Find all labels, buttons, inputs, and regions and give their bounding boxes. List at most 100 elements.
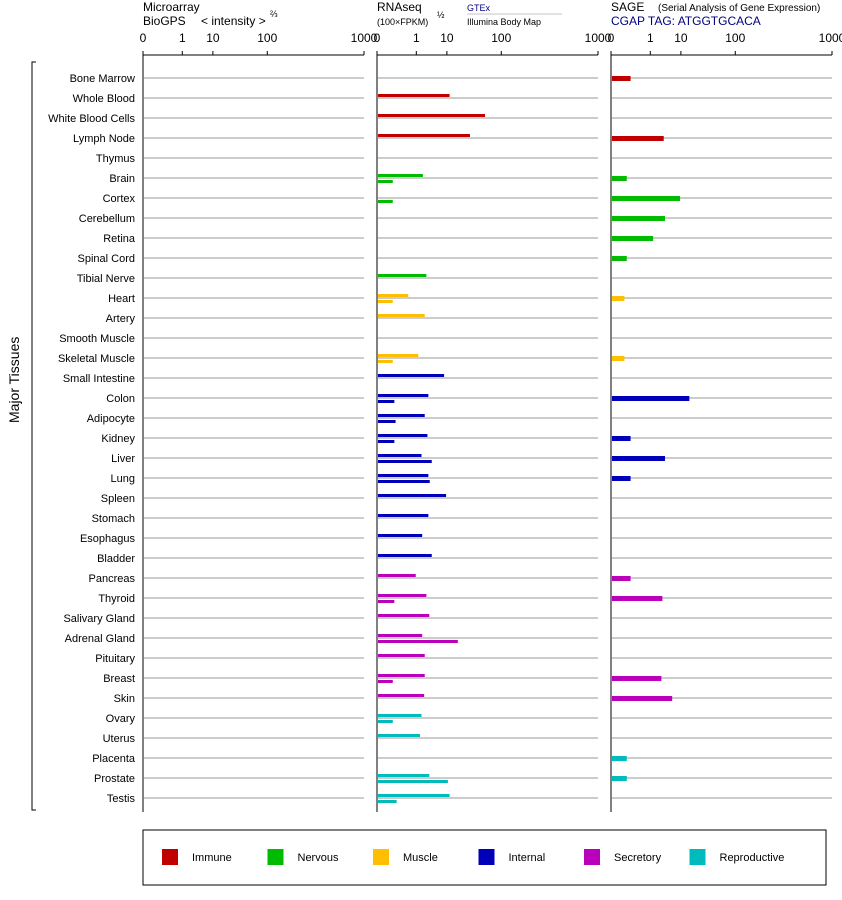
tissue-label: Spleen [101,493,135,505]
bar-rnaseq [378,674,425,677]
tissue-label: Adipocyte [87,413,135,425]
microarray-tick-label: 10 [206,31,220,45]
bar-rnaseq [378,94,450,97]
tissue-label: Brain [109,173,135,185]
legend-swatch-reproductive [689,849,706,865]
bar-rnaseq [378,454,422,457]
tissue-label: Whole Blood [73,93,135,105]
bar-rnaseq [378,394,429,397]
bar-sage [612,196,681,201]
tissue-label: Pancreas [89,573,136,585]
axes-layer: 011010010000110100100001101001000 [140,31,842,812]
bar-rnaseq [378,180,393,183]
tissue-label: Salivary Gland [63,613,135,625]
sage-tag: CGAP TAG: ATGGTGCACA [611,14,761,28]
bar-rnaseq [378,800,397,803]
tissue-label: Colon [106,393,135,405]
microarray-exponent: ⅔ [270,9,278,19]
bar-rnaseq [378,594,427,597]
bar-rnaseq [378,534,423,537]
microarray-title: Microarray [143,0,200,14]
tissue-label: Lung [111,473,135,485]
rnaseq-header: RNAseq (100×FPKM) ½ GTEx Illumina Body M… [377,0,562,27]
bar-rnaseq [378,720,393,723]
bar-rnaseq [378,474,429,477]
bar-rnaseq [378,640,458,643]
legend-label-nervous: Nervous [298,852,339,864]
tissue-label: White Blood Cells [48,113,135,125]
legend-swatch-immune [162,849,178,865]
tissue-label: Heart [108,293,135,305]
bar-rnaseq [378,494,447,497]
bar-sage [612,676,662,681]
rnaseq-tick-label: 0 [374,31,381,45]
bar-sage [612,296,625,301]
tissue-label: Smooth Muscle [59,333,135,345]
bar-rnaseq [378,374,445,377]
microarray-tick-label: 0 [140,31,147,45]
bar-sage [612,176,627,181]
legend-label-secretory: Secretory [614,852,662,864]
legend-label-reproductive: Reproductive [720,852,785,864]
bar-sage [612,216,665,221]
bar-sage [612,76,631,81]
bar-rnaseq [378,114,486,117]
bar-sage [612,576,631,581]
rows-layer: Bone Marrow Whole Blood White Blood Cells L… [48,73,832,805]
bar-sage [612,256,627,261]
bar-rnaseq [378,314,425,317]
tissue-label: Liver [111,453,135,465]
bar-rnaseq [378,440,395,443]
bar-rnaseq [378,460,432,463]
bar-rnaseq [378,134,470,137]
bar-sage [612,136,664,141]
microarray-source: BioGPS [143,14,186,28]
sage-tick-label: 1000 [819,31,842,45]
legend-swatch-internal [478,849,495,865]
bar-rnaseq [378,354,419,357]
tissue-label: Small Intestine [63,373,135,385]
tissue-label: Lymph Node [73,133,135,145]
bar-rnaseq [378,300,393,303]
tissue-label: Retina [103,233,136,245]
bars-layer [378,76,690,803]
microarray-tick-label: 1000 [351,31,378,45]
bar-rnaseq [378,414,425,417]
tissue-label: Breast [103,673,135,685]
legend-label-immune: Immune [192,852,232,864]
bar-sage [612,436,631,441]
tissue-label: Skeletal Muscle [58,353,135,365]
legend-swatch-nervous [267,849,284,865]
tissue-label: Prostate [94,773,135,785]
bar-sage [612,356,625,361]
tissue-label: Adrenal Gland [65,633,135,645]
rnaseq-unit: (100×FPKM) [377,17,428,27]
tissue-label: Cortex [103,193,136,205]
rnaseq-source-bodymap: Illumina Body Map [467,17,541,27]
bar-sage [612,236,654,241]
tissue-label: Ovary [106,713,136,725]
tissue-label: Artery [106,313,136,325]
sage-header: SAGE (Serial Analysis of Gene Expression… [611,0,820,28]
tissue-label: Kidney [101,433,135,445]
bar-rnaseq [378,514,429,517]
legend-label-muscle: Muscle [403,852,438,864]
bar-sage [612,756,627,761]
tissue-label: Stomach [92,513,135,525]
bar-rnaseq [378,554,432,557]
rnaseq-tick-label: 100 [491,31,511,45]
bar-sage [612,596,663,601]
sage-tick-label: 1 [647,31,654,45]
tissue-label: Placenta [92,753,136,765]
rnaseq-tick-label: 10 [440,31,454,45]
tissue-label: Thymus [96,153,136,165]
tissue-label: Tibial Nerve [77,273,135,285]
bar-rnaseq [378,200,393,203]
legend-label-internal: Internal [509,852,546,864]
bar-rnaseq [378,780,448,783]
bar-rnaseq [378,434,428,437]
bar-sage [612,396,690,401]
tissue-label: Pituitary [95,653,135,665]
bar-rnaseq [378,294,409,297]
bar-rnaseq [378,680,393,683]
